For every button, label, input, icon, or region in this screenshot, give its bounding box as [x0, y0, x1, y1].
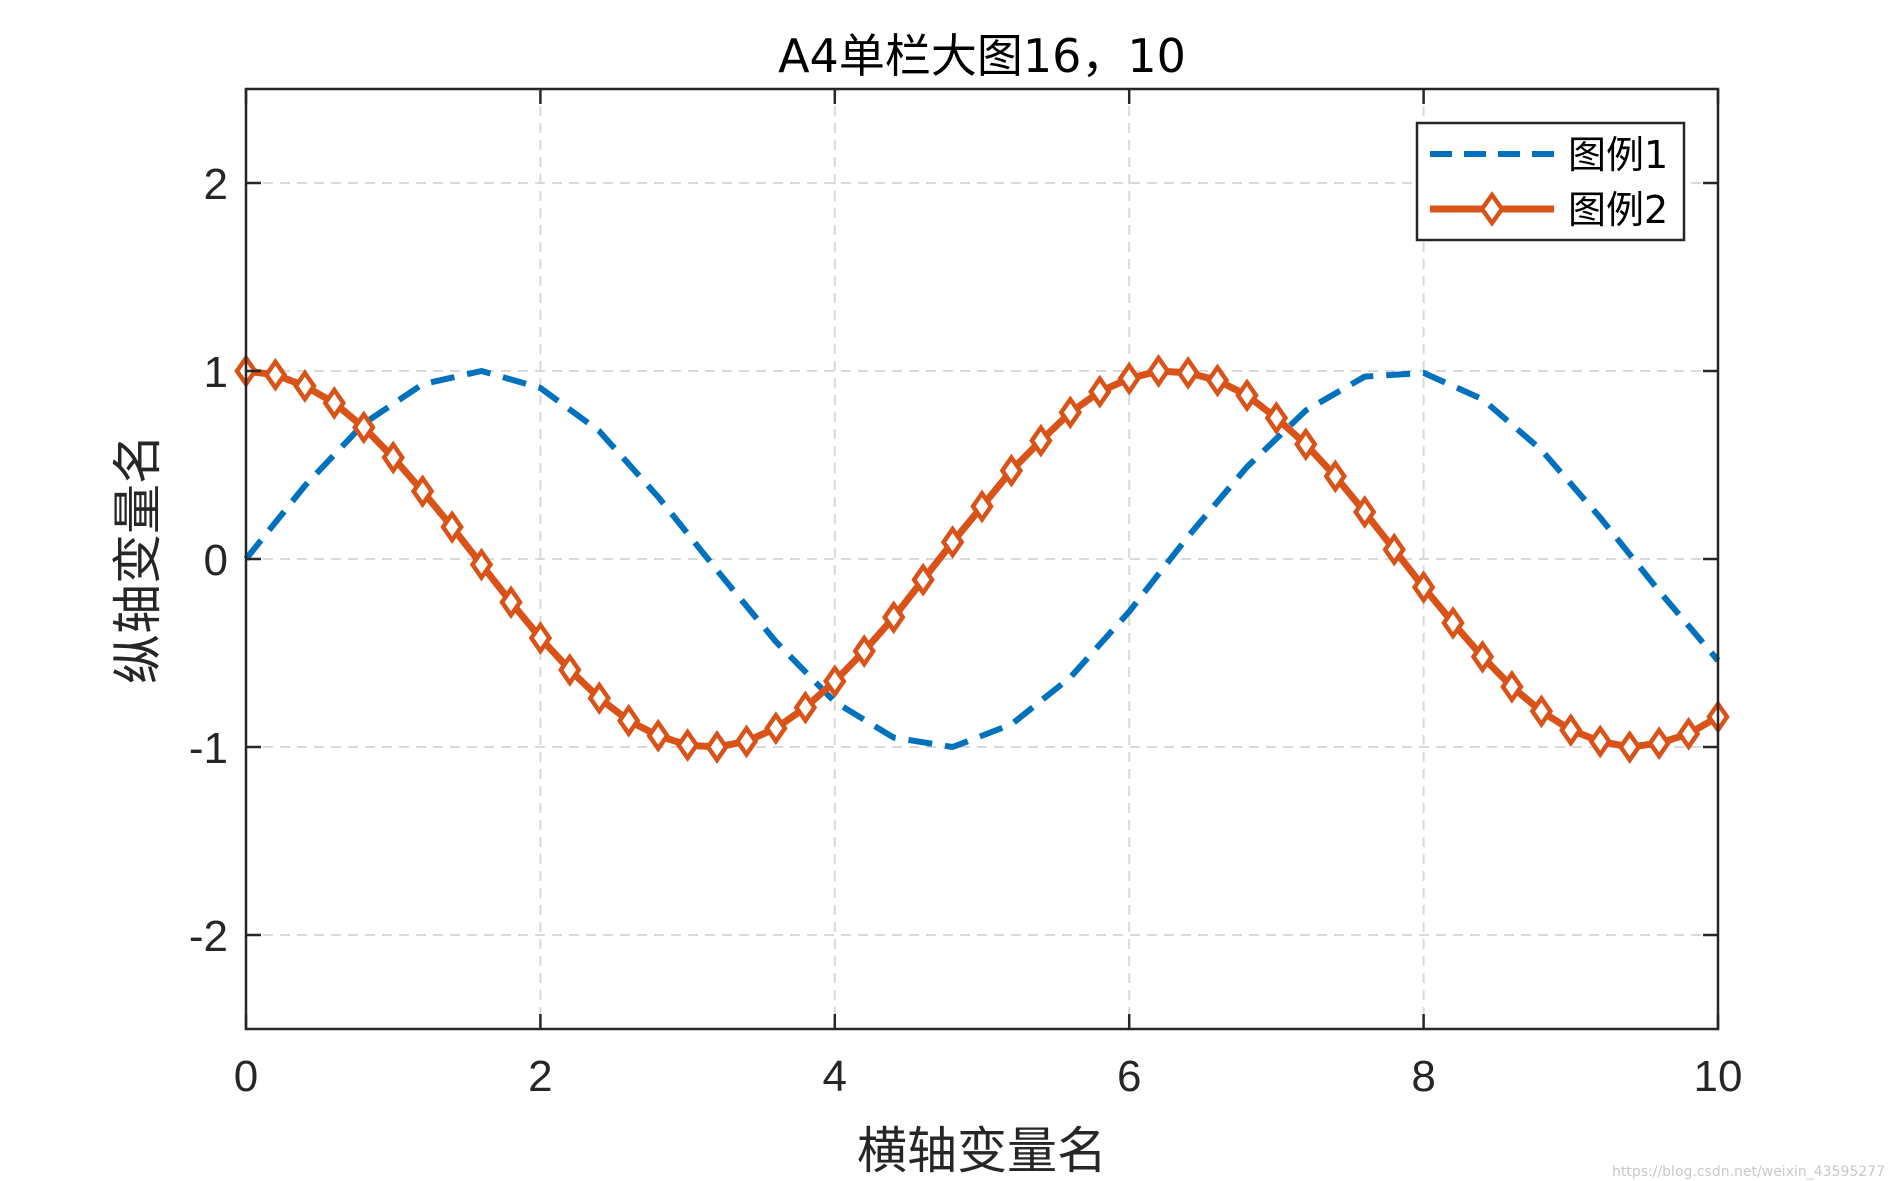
series-2-point	[293, 369, 317, 403]
series-2-point	[1617, 730, 1642, 764]
series-2-point	[1323, 459, 1348, 494]
series-2-point	[734, 724, 759, 759]
series-2-point	[1647, 726, 1671, 761]
x-tick-label: 6	[1117, 1052, 1141, 1101]
y-tick-label: 2	[204, 160, 228, 209]
series-2-point	[381, 440, 405, 475]
series-2-point	[970, 489, 994, 524]
legend-label-series-2: 图例2	[1568, 188, 1668, 232]
series-2-point	[616, 703, 641, 738]
series-2-point	[646, 718, 670, 753]
series-2-point	[410, 474, 435, 509]
series-2-point	[1294, 427, 1318, 462]
series-2-point	[1205, 363, 1230, 398]
series-2-point	[1352, 495, 1377, 529]
legend: 图例1 图例2	[1415, 121, 1686, 242]
series-2-point	[1441, 605, 1465, 640]
legend-box	[1415, 121, 1686, 242]
series-2-point	[1411, 570, 1436, 605]
x-tick-label: 0	[234, 1052, 258, 1101]
series-2-point	[911, 562, 935, 597]
watermark-text: https://blog.csdn.net/weixin_43595277	[1612, 1164, 1885, 1180]
series-2-point	[499, 585, 523, 620]
series-2-point	[1588, 724, 1612, 759]
x-tick-label: 2	[528, 1052, 552, 1101]
series-2-point	[1029, 423, 1053, 458]
x-axis-label: 横轴变量名	[857, 1122, 1107, 1180]
series-2-point	[440, 510, 464, 544]
series-2-point	[1264, 401, 1289, 435]
legend-label-series-1: 图例1	[1568, 133, 1668, 177]
y-axis-label: 纵轴变量名	[109, 434, 167, 684]
y-tick-label: -1	[189, 724, 228, 773]
legend-marker-series-2	[1479, 191, 1505, 227]
series-2-point	[1529, 694, 1554, 729]
series-2-point	[1382, 532, 1406, 567]
series-2-point	[263, 357, 288, 392]
series-2-point	[1235, 378, 1259, 413]
y-tick-label: -2	[189, 912, 228, 961]
x-tick-label: 10	[1694, 1052, 1743, 1101]
series-2-point	[823, 664, 847, 699]
chart-title: A4单栏大图16，10	[778, 29, 1186, 83]
series-2-point	[587, 681, 612, 716]
series-2-point	[1117, 361, 1141, 396]
series-2-point	[1058, 395, 1083, 430]
y-tick-label: 0	[204, 536, 228, 585]
series-2-point	[1088, 374, 1112, 409]
series-2-point	[1176, 355, 1200, 390]
x-tick-label: 8	[1411, 1052, 1435, 1101]
series-2-point	[1146, 354, 1171, 388]
series-2-point	[352, 410, 376, 445]
series-2-point	[940, 525, 965, 560]
series-layer	[234, 354, 1730, 764]
series-1-line	[243, 368, 1721, 750]
series-2-point	[1470, 639, 1495, 674]
series-2-point	[528, 621, 553, 655]
series-2-point	[764, 711, 788, 746]
series-2-point	[322, 386, 347, 420]
series-2-point	[675, 728, 700, 763]
series-2-point	[852, 634, 876, 669]
tick-labels: 0 2 4 6 8 10 -2 -1 0 1 2	[189, 160, 1743, 1101]
ticks	[244, 89, 1720, 1029]
series-2-point	[999, 453, 1024, 488]
series-2-point	[469, 547, 494, 582]
y-tick-label: 1	[204, 348, 228, 397]
series-2-point	[1500, 669, 1524, 704]
series-2-point	[881, 600, 906, 635]
series-2-point	[1559, 713, 1583, 748]
x-tick-label: 4	[823, 1052, 847, 1101]
series-2-point	[558, 652, 582, 687]
series-2-point	[793, 690, 818, 725]
series-2-point	[705, 730, 729, 764]
series-2-point	[1676, 716, 1701, 751]
